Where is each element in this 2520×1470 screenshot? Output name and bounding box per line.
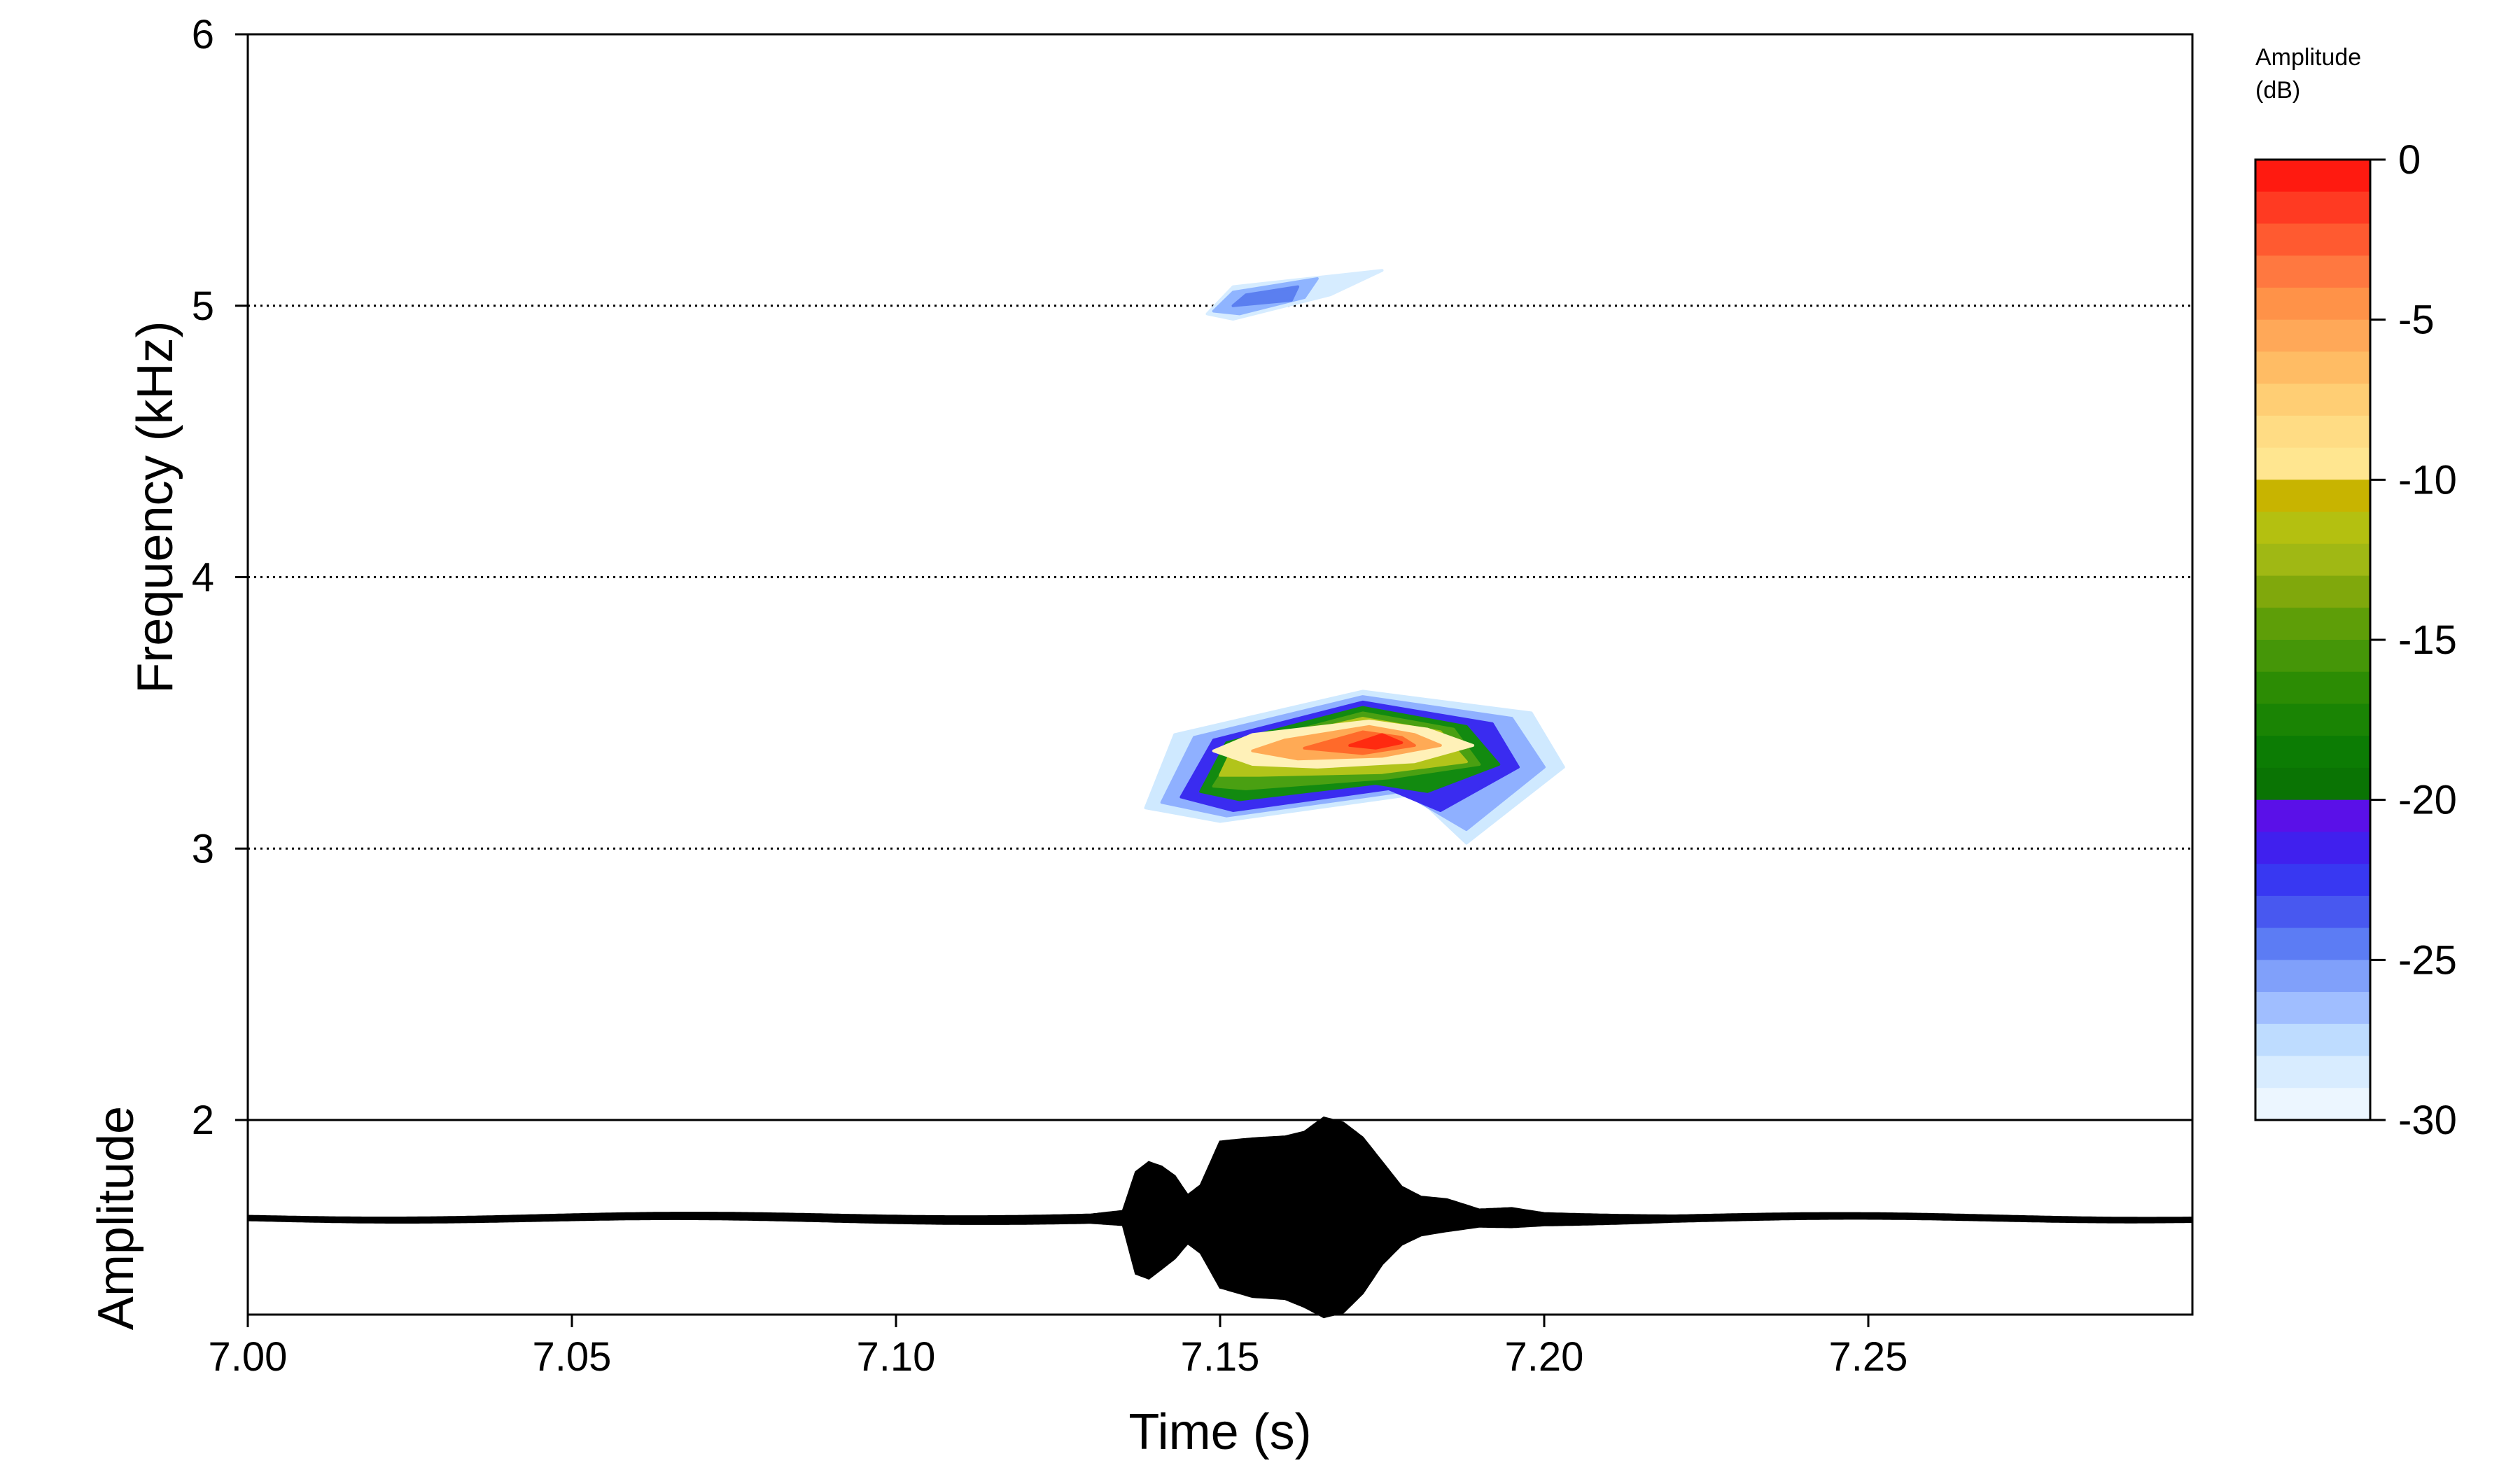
contour-harmonic <box>1205 269 1384 321</box>
colorbar-band <box>2255 1088 2370 1121</box>
frequency-tick-label: 5 <box>192 284 214 329</box>
colorbar-tick-label: -30 <box>2398 1098 2457 1143</box>
colorbar-band <box>2255 384 2370 416</box>
colorbar-band <box>2255 1056 2370 1088</box>
colorbar-band <box>2255 671 2370 705</box>
colorbar-bands <box>2255 160 2370 1121</box>
colorbar-band <box>2255 704 2370 736</box>
colorbar-band <box>2255 960 2370 993</box>
colorbar-band <box>2255 736 2370 769</box>
colorbar: Amplitude (dB) 0 -5 -10 -15 -20 -25 -30 <box>2254 44 2457 1143</box>
colorbar-band <box>2255 640 2370 673</box>
waveform-trace <box>246 1116 2194 1319</box>
time-tick-label: 7.05 <box>533 1334 612 1380</box>
colorbar-band <box>2255 479 2370 512</box>
frequency-tick-label: 3 <box>192 826 214 872</box>
amplitude-axis-title: Amplitude <box>88 1106 144 1330</box>
colorbar-band <box>2255 512 2370 545</box>
frequency-ticks: 2 3 4 5 6 <box>192 12 248 1143</box>
colorbar-tick-label: -15 <box>2398 617 2457 663</box>
colorbar-tick-label: -25 <box>2398 937 2457 983</box>
colorbar-band <box>2255 864 2370 897</box>
colorbar-band <box>2255 767 2370 801</box>
colorbar-band <box>2255 608 2370 640</box>
contour-level <box>1231 285 1300 307</box>
colorbar-band <box>2255 415 2370 449</box>
colorbar-title: Amplitude <box>2255 44 2361 71</box>
contour-main-call <box>1144 690 1565 845</box>
colorbar-tick-label: 0 <box>2398 137 2421 183</box>
colorbar-band <box>2255 447 2370 480</box>
waveform-panel <box>246 1116 2194 1319</box>
frequency-axis-title: Frequency (kHz) <box>127 321 183 693</box>
time-axis-title: Time (s) <box>1128 1404 1311 1460</box>
frequency-tick-label: 6 <box>192 12 214 57</box>
time-tick-label: 7.10 <box>857 1334 936 1380</box>
time-tick-label: 7.00 <box>209 1334 288 1380</box>
colorbar-band <box>2255 992 2370 1025</box>
colorbar-band <box>2255 255 2370 288</box>
colorbar-band <box>2255 287 2370 321</box>
colorbar-band <box>2255 895 2370 929</box>
frequency-tick-label: 4 <box>192 555 214 601</box>
time-tick-label: 7.25 <box>1829 1334 1908 1380</box>
spectrogram-contours <box>1144 269 1565 845</box>
colorbar-tick-label: -10 <box>2398 457 2457 503</box>
colorbar-band <box>2255 575 2370 608</box>
colorbar-band <box>2255 799 2370 832</box>
colorbar-band <box>2255 319 2370 352</box>
colorbar-band <box>2255 832 2370 864</box>
colorbar-tick-label: -20 <box>2398 778 2457 823</box>
frequency-tick-label: 2 <box>192 1098 214 1143</box>
colorbar-tick-label: -5 <box>2398 298 2435 343</box>
colorbar-band <box>2255 351 2370 384</box>
time-tick-label: 7.20 <box>1505 1334 1584 1380</box>
contour-level <box>1348 733 1404 750</box>
time-tick-label: 7.15 <box>1181 1334 1260 1380</box>
colorbar-band <box>2255 223 2370 256</box>
colorbar-band <box>2255 1023 2370 1057</box>
colorbar-band <box>2255 927 2370 960</box>
colorbar-unit: (dB) <box>2255 77 2300 104</box>
colorbar-band <box>2255 191 2370 225</box>
colorbar-band <box>2255 543 2370 577</box>
colorbar-ticks: 0 -5 -10 -15 -20 -25 -30 <box>2370 137 2457 1143</box>
time-axis: 7.00 7.05 7.10 7.15 7.20 7.25 <box>209 1315 1908 1380</box>
colorbar-band <box>2255 160 2370 192</box>
spectrogram-panel: 2 3 4 5 6 <box>192 12 2194 1143</box>
